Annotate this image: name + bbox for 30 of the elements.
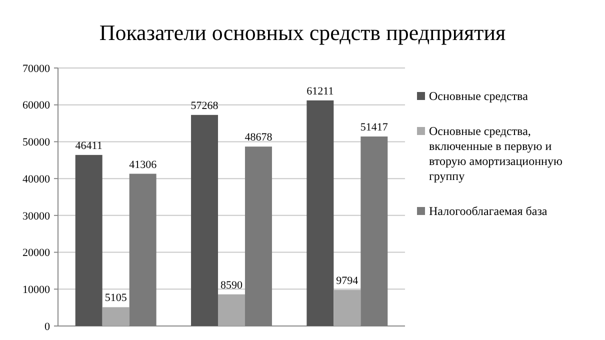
- bar: [75, 154, 102, 326]
- y-tick-label: 40000: [22, 173, 50, 186]
- legend-label: Основные средства: [429, 89, 529, 103]
- legend-label: Налогооблагаемая база: [429, 204, 548, 218]
- data-label: 8590: [220, 279, 243, 292]
- data-label: 57268: [190, 100, 219, 112]
- chart-title: Показатели основных средств предприятия: [99, 20, 506, 45]
- y-tick-label: 60000: [22, 100, 50, 112]
- legend-label: Основные средства, включенные в первую и вторую амортизационную группу: [429, 124, 562, 183]
- y-tick-label: 30000: [22, 210, 50, 222]
- y-tick-label: 50000: [22, 136, 50, 149]
- bar: [218, 294, 245, 326]
- data-label: 48678: [244, 132, 273, 144]
- data-label: 61211: [306, 85, 334, 98]
- y-tick-label: 70000: [22, 62, 50, 75]
- bar: [360, 136, 388, 326]
- bar: [244, 146, 272, 326]
- bar: [102, 307, 130, 326]
- y-tick-label: 10000: [22, 284, 50, 296]
- y-tick-label: 20000: [22, 247, 50, 260]
- data-label: 9794: [336, 274, 359, 287]
- data-label: 41306: [129, 158, 158, 171]
- bar: [334, 290, 361, 326]
- bar: [191, 114, 218, 326]
- data-label: 46411: [75, 140, 102, 152]
- bar: [306, 100, 334, 326]
- y-tick-label: 0: [44, 320, 50, 333]
- data-label: 5105: [104, 292, 128, 304]
- data-label: 51417: [360, 121, 388, 134]
- bar: [129, 174, 156, 326]
